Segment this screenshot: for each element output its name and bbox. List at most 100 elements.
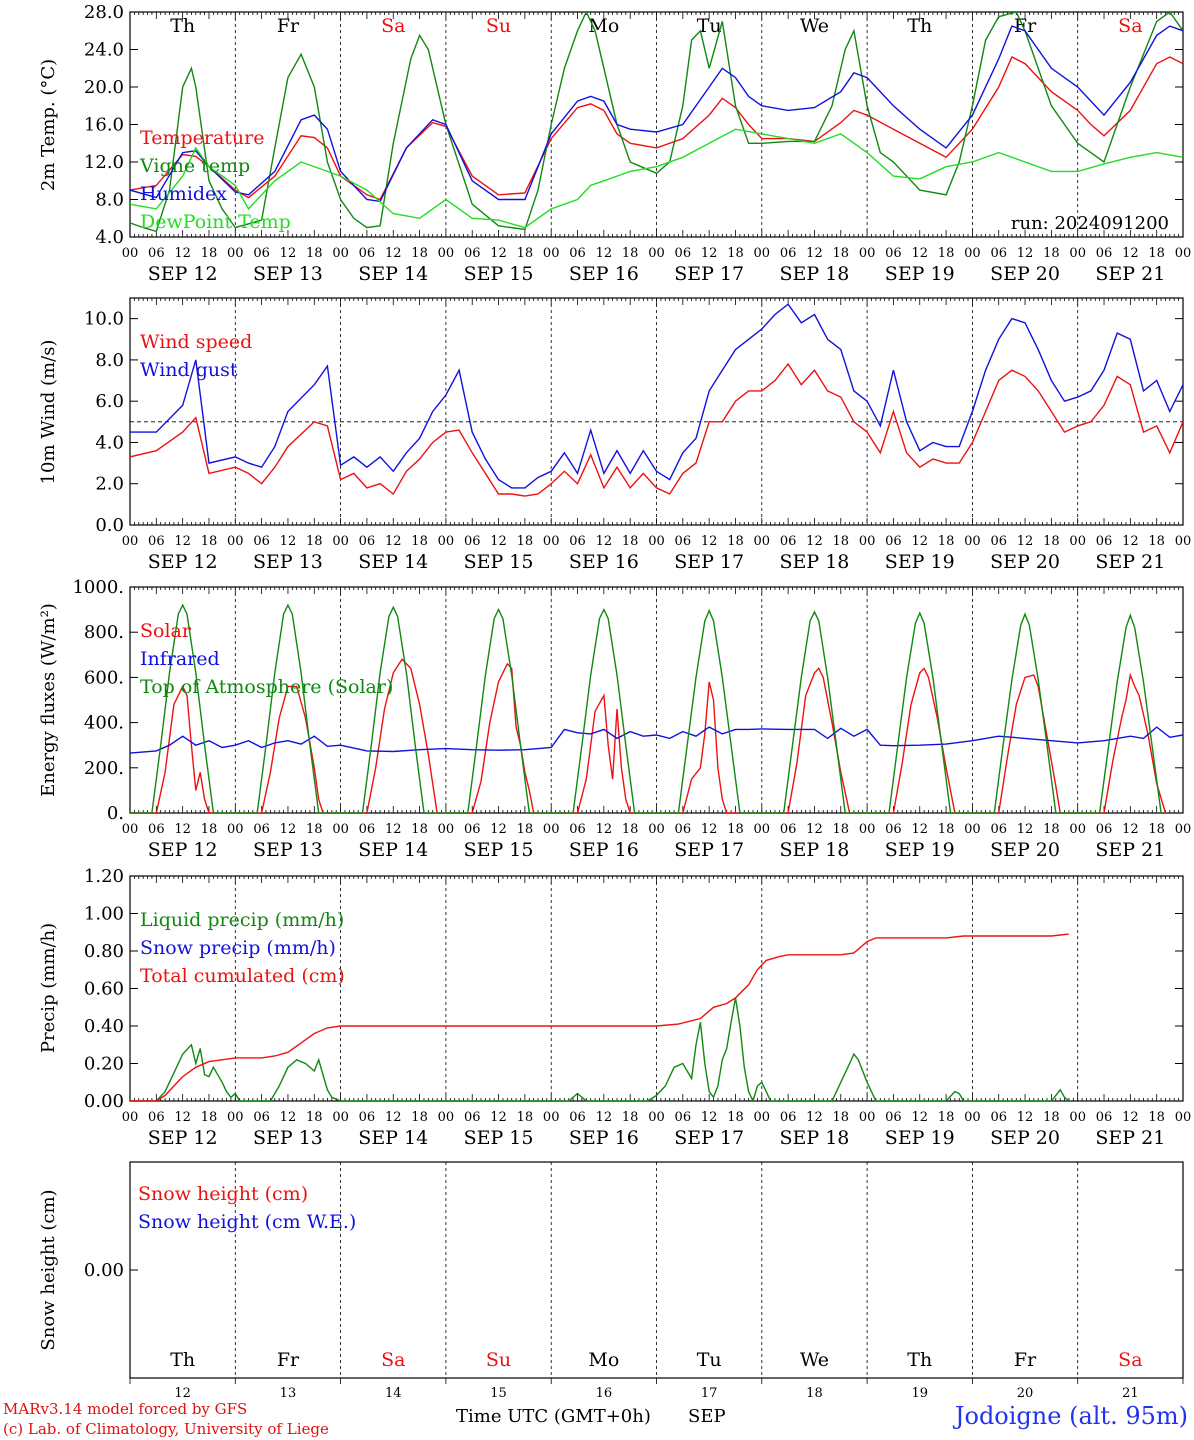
date-label: SEP 16 (569, 839, 639, 861)
hour-tick-label: 00 (1175, 822, 1192, 837)
hour-tick-label: 12 (806, 1110, 823, 1125)
y-tick-label: 600. (84, 667, 124, 688)
date-label: SEP 18 (780, 551, 850, 573)
date-label: SEP 16 (569, 551, 639, 573)
hour-tick-label: 12 (174, 1110, 191, 1125)
y-tick-label: 400. (84, 713, 124, 734)
y-tick-label: 8.0 (95, 350, 124, 371)
hour-tick-label: 00 (543, 246, 560, 261)
hour-tick-label: 00 (859, 1110, 876, 1125)
hour-tick-label: 00 (754, 1110, 771, 1125)
day-number-label: 18 (806, 1386, 823, 1400)
legend-entry: Snow height (cm) (138, 1183, 308, 1205)
hour-tick-label: 06 (253, 534, 270, 549)
y-tick-label: 28.0 (84, 2, 124, 23)
y-axis-title: 10m Wind (m/s) (38, 340, 59, 485)
day-abbr-label: Sa (1118, 15, 1142, 37)
hour-tick-label: 06 (359, 246, 376, 261)
date-label: SEP 17 (674, 1127, 744, 1149)
hour-tick-label: 06 (569, 822, 586, 837)
hour-tick-label: 18 (938, 246, 955, 261)
hour-tick-label: 06 (990, 246, 1007, 261)
y-axis-title: Precip (mm/h) (38, 923, 59, 1053)
meteogram: 4.0 8.0 12.0 16.0 20.0 24.0 28.0 2m Temp. (°C) 0… (38, 2, 1191, 1400)
date-label: SEP 19 (885, 263, 955, 285)
hour-tick-label: 00 (1069, 822, 1086, 837)
series-line-2 (130, 933, 1069, 1101)
y-tick-label: 8.0 (95, 190, 124, 211)
hour-tick-label: 00 (227, 534, 244, 549)
hour-tick-label: 18 (1043, 246, 1060, 261)
hour-tick-label: 12 (490, 822, 507, 837)
hour-tick-label: 06 (885, 822, 902, 837)
day-abbr-label: Sa (1118, 1349, 1142, 1371)
hour-tick-label: 06 (885, 534, 902, 549)
hour-tick-label: 12 (1122, 246, 1139, 261)
y-tick-label: 1.20 (84, 866, 124, 887)
y-tick-label: 200. (84, 758, 124, 779)
hour-tick-label: 18 (517, 1110, 534, 1125)
hour-tick-label: 06 (253, 822, 270, 837)
date-label: SEP 21 (1095, 263, 1165, 285)
panel-energy: 0. 200. 400. 600. 800. 1000. Energy fluxes (W/… (38, 577, 1191, 861)
hour-tick-label: 00 (122, 534, 139, 549)
hour-tick-label: 06 (675, 534, 692, 549)
legend-entry: Temperature (140, 127, 264, 149)
model-credit: MARv3.14 model forced by GFS (3, 1400, 248, 1418)
hour-tick-label: 00 (438, 1110, 455, 1125)
hour-tick-label: 18 (833, 534, 850, 549)
date-label: SEP 19 (885, 551, 955, 573)
hour-tick-label: 06 (253, 1110, 270, 1125)
hour-tick-label: 06 (569, 246, 586, 261)
run-label: run: 2024091200 (1011, 213, 1169, 234)
hour-tick-label: 00 (964, 1110, 981, 1125)
legend-entry: Liquid precip (mm/h) (140, 909, 344, 931)
hour-tick-label: 00 (122, 822, 139, 837)
hour-tick-label: 06 (990, 822, 1007, 837)
day-abbr-label: Mo (588, 15, 619, 37)
day-abbr-label: We (800, 1349, 829, 1371)
hour-tick-label: 18 (201, 1110, 218, 1125)
hour-tick-label: 00 (543, 534, 560, 549)
hour-tick-label: 18 (306, 1110, 323, 1125)
date-label: SEP 20 (990, 839, 1060, 861)
day-abbr-label: Fr (1014, 1349, 1037, 1371)
day-number-label: 15 (490, 1386, 507, 1400)
y-axis-title: Energy fluxes (W/m²) (38, 603, 59, 797)
y-axis-title: Snow height (cm) (38, 1189, 59, 1350)
hour-tick-label: 12 (174, 822, 191, 837)
hour-tick-label: 06 (780, 534, 797, 549)
hour-tick-label: 12 (1017, 822, 1034, 837)
date-label: SEP 15 (464, 1127, 534, 1149)
hour-tick-label: 18 (1148, 534, 1165, 549)
hour-tick-label: 00 (964, 822, 981, 837)
panel-temperature: 4.0 8.0 12.0 16.0 20.0 24.0 28.0 2m Temp. (°C) 0… (38, 2, 1191, 285)
date-label: SEP 17 (674, 839, 744, 861)
day-abbr-label: Fr (277, 15, 300, 37)
date-label: SEP 12 (148, 839, 218, 861)
hour-tick-label: 18 (306, 246, 323, 261)
hour-tick-label: 06 (675, 246, 692, 261)
hour-tick-label: 00 (438, 822, 455, 837)
day-abbr-label: Tu (697, 15, 722, 37)
hour-tick-label: 12 (490, 1110, 507, 1125)
date-label: SEP 13 (253, 1127, 323, 1149)
hour-tick-label: 00 (122, 246, 139, 261)
hour-tick-label: 12 (385, 534, 402, 549)
date-label: SEP 21 (1095, 551, 1165, 573)
hour-tick-label: 06 (148, 246, 165, 261)
day-abbr-label: Sa (381, 1349, 405, 1371)
legend-entry: Vigne temp (139, 155, 250, 177)
hour-tick-label: 12 (490, 534, 507, 549)
hour-tick-label: 00 (332, 1110, 349, 1125)
hour-tick-label: 00 (227, 822, 244, 837)
hour-tick-label: 12 (596, 534, 613, 549)
legend-entry: Wind gust (140, 359, 238, 381)
series-line-0 (130, 362, 1183, 497)
y-tick-label: 2.0 (95, 474, 124, 495)
hour-tick-label: 12 (701, 534, 718, 549)
date-label: SEP 13 (253, 839, 323, 861)
hour-tick-label: 06 (148, 1110, 165, 1125)
hour-tick-label: 12 (1017, 1110, 1034, 1125)
legend-entry: Top of Atmosphere (Solar) (140, 676, 393, 698)
